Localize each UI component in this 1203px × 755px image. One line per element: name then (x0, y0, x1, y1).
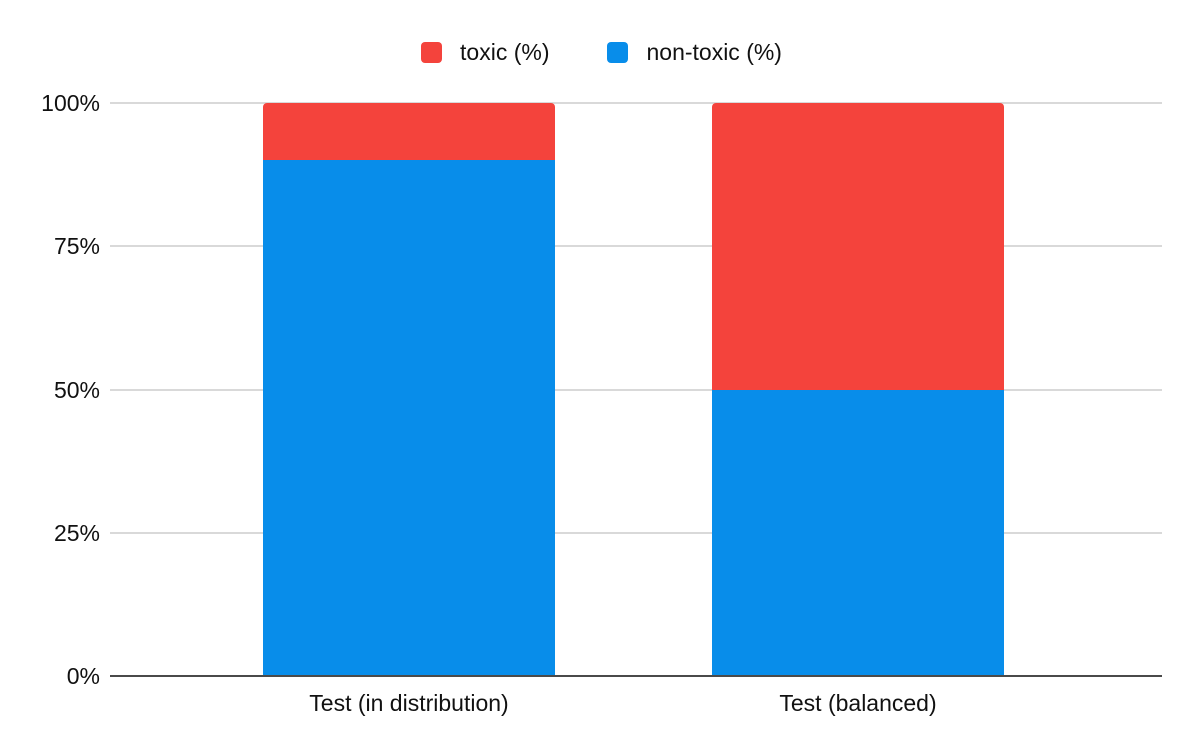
gridline-100pct (110, 102, 1162, 104)
y-tick-label-0: 0% (66, 663, 100, 689)
chart-legend: toxic (%) non-toxic (%) (0, 38, 1203, 66)
bar-segment-non-toxic-test-balanced (712, 389, 1004, 676)
plot-area: Test (in distribution) Test (balanced) (110, 102, 1162, 716)
y-tick-label-50: 50% (53, 376, 100, 403)
gridline-50pct (110, 388, 1162, 391)
x-axis-line (110, 675, 1162, 677)
bar-segment-non-toxic-test-in-distribution (263, 160, 555, 676)
bar-segment-toxic-test-balanced (712, 103, 1004, 390)
y-tick-label-25: 25% (53, 519, 100, 546)
x-tick-label-test-in-distribution: Test (in distribution) (309, 690, 509, 716)
y-axis-labels: 0% 25% 50% 75% 100% (0, 90, 100, 689)
y-tick-label-100: 100% (41, 90, 100, 116)
non-toxic-swatch-icon (607, 41, 629, 63)
legend-label-toxic: toxic (%) (460, 39, 550, 65)
legend-item-toxic: toxic (%) (421, 38, 549, 66)
x-tick-label-test-balanced: Test (balanced) (779, 690, 937, 716)
bar-test-balanced (712, 103, 1004, 676)
gridline-25pct (110, 531, 1162, 534)
bar-test-in-distribution (263, 103, 555, 676)
bar-segment-toxic-test-in-distribution (263, 103, 555, 161)
legend-item-non-toxic: non-toxic (%) (607, 38, 782, 66)
toxic-swatch-icon (421, 41, 443, 63)
gridline-75pct (110, 245, 1162, 248)
y-tick-label-75: 75% (53, 233, 100, 260)
legend-label-non-toxic: non-toxic (%) (646, 39, 782, 65)
